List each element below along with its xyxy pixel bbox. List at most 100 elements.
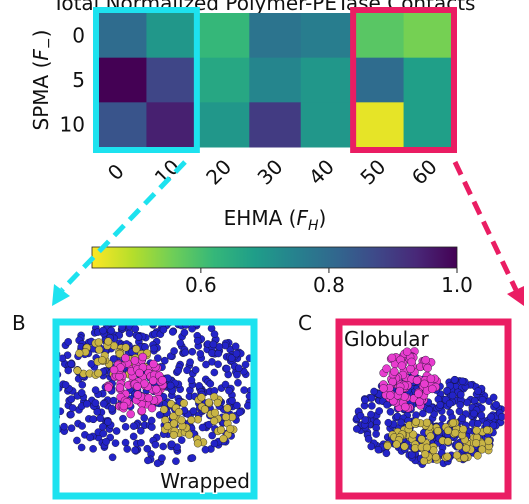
bead xyxy=(427,375,435,383)
bead xyxy=(190,407,197,414)
bead xyxy=(444,438,452,446)
colorbar-tick-label: 0.8 xyxy=(313,273,345,297)
x-tick-label: 10 xyxy=(150,155,185,190)
bead xyxy=(412,411,419,418)
bead xyxy=(434,427,442,435)
heat-cell xyxy=(198,58,250,103)
bead xyxy=(134,391,142,399)
bead xyxy=(390,368,398,376)
heat-cell xyxy=(95,102,147,147)
bead xyxy=(149,360,157,368)
bead xyxy=(370,388,377,395)
bead xyxy=(211,440,218,447)
bead xyxy=(100,327,107,334)
bead xyxy=(422,356,430,364)
bead xyxy=(474,452,482,460)
bead xyxy=(194,337,201,344)
bead xyxy=(145,394,153,402)
bead xyxy=(459,415,466,422)
bead xyxy=(131,357,139,365)
bead xyxy=(189,348,196,355)
bead xyxy=(92,399,99,406)
bead xyxy=(131,447,138,454)
bead xyxy=(185,431,193,439)
bead xyxy=(104,338,112,346)
bead xyxy=(168,441,175,448)
bead xyxy=(90,445,97,452)
x-tick-label: 30 xyxy=(253,155,288,190)
y-axis-label: SPMA (F−) xyxy=(29,30,57,131)
bead xyxy=(459,378,466,385)
bead xyxy=(83,400,90,407)
bead xyxy=(113,427,120,434)
colorbar xyxy=(92,247,457,268)
bead xyxy=(103,438,110,445)
bead xyxy=(226,425,234,433)
bead xyxy=(353,425,360,432)
bead xyxy=(138,407,146,415)
bead xyxy=(207,380,214,387)
bead xyxy=(95,369,103,377)
bead xyxy=(224,405,232,413)
bead xyxy=(459,425,467,433)
x-tick-label: 60 xyxy=(407,155,442,190)
bead xyxy=(396,387,404,395)
bead xyxy=(375,446,382,453)
bead xyxy=(110,366,118,374)
molecule-image xyxy=(40,313,263,467)
bead xyxy=(214,361,221,368)
bead xyxy=(215,350,222,357)
bead xyxy=(386,391,394,399)
bead xyxy=(126,330,133,337)
bead xyxy=(62,381,69,388)
bead xyxy=(470,410,477,417)
bead xyxy=(97,415,104,422)
bead xyxy=(401,443,409,451)
bead xyxy=(130,433,137,440)
bead xyxy=(211,331,218,338)
bead xyxy=(479,396,486,403)
bead xyxy=(170,420,178,428)
bead xyxy=(139,353,147,361)
bead xyxy=(398,362,406,370)
bead xyxy=(472,439,480,447)
bead xyxy=(187,359,194,366)
bead xyxy=(362,416,369,423)
bead xyxy=(108,327,115,334)
bead xyxy=(397,419,404,426)
label-part: F xyxy=(29,49,53,61)
heat-cell xyxy=(146,58,198,103)
bead xyxy=(88,360,95,367)
bead xyxy=(234,379,241,386)
heat-cell xyxy=(404,58,456,103)
bead xyxy=(244,402,251,409)
bead xyxy=(120,402,128,410)
heat-cell xyxy=(146,102,198,147)
bead xyxy=(104,418,111,425)
x-tick-label: 40 xyxy=(304,155,339,190)
bead xyxy=(44,387,51,394)
bead xyxy=(183,367,190,374)
bead xyxy=(449,392,456,399)
y-tick-label: 5 xyxy=(72,68,85,92)
bead xyxy=(100,430,107,437)
bead xyxy=(217,426,225,434)
label-part: F xyxy=(296,206,308,230)
bead xyxy=(414,390,422,398)
bead xyxy=(384,442,392,450)
heat-cell xyxy=(301,102,353,147)
bead xyxy=(40,403,47,410)
bead xyxy=(199,424,206,431)
y-tick-label: 10 xyxy=(60,113,85,137)
bead xyxy=(180,399,188,407)
bead xyxy=(420,457,428,465)
heat-cell xyxy=(95,58,147,103)
bead xyxy=(182,349,189,356)
bead xyxy=(223,365,230,372)
bead xyxy=(453,452,461,460)
bead xyxy=(220,435,228,443)
bead xyxy=(462,445,470,453)
bead xyxy=(69,404,76,411)
bead xyxy=(490,394,497,401)
panel-letter: C xyxy=(298,311,312,335)
